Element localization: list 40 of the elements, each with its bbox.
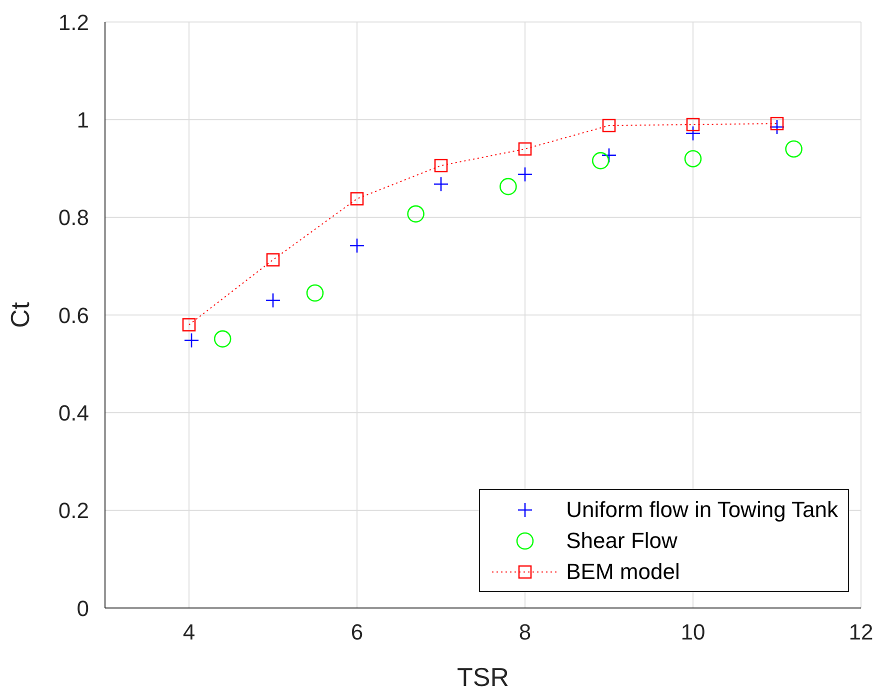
y-tick-label: 1 xyxy=(76,107,89,132)
y-tick-label: 1.2 xyxy=(58,10,89,35)
point xyxy=(684,150,702,168)
point xyxy=(433,176,449,192)
point xyxy=(184,332,200,348)
point xyxy=(518,142,532,156)
x-axis-title: TSR xyxy=(457,662,509,692)
point xyxy=(686,118,700,132)
point xyxy=(434,158,448,172)
point xyxy=(350,192,364,206)
point xyxy=(349,238,365,254)
x-tick-label: 8 xyxy=(518,620,532,645)
point xyxy=(266,253,280,266)
x-tick-label: 6 xyxy=(350,620,364,645)
y-tick-label: 0.4 xyxy=(58,400,89,426)
point xyxy=(601,148,617,163)
legend-label: Uniform flow in Towing Tank xyxy=(566,496,838,522)
point xyxy=(407,205,424,223)
point xyxy=(182,318,196,332)
y-tick-label: 0.6 xyxy=(58,302,89,328)
point xyxy=(685,126,701,141)
point xyxy=(592,152,610,170)
point xyxy=(517,166,533,182)
legend-label: BEM model xyxy=(566,558,680,584)
point xyxy=(770,116,784,130)
y-tick-label: 0.8 xyxy=(58,205,89,230)
point xyxy=(265,292,281,308)
point xyxy=(769,119,785,135)
point xyxy=(602,118,616,132)
point xyxy=(500,178,517,196)
x-tick-label: 4 xyxy=(182,620,196,645)
point xyxy=(214,330,232,348)
point xyxy=(785,140,802,158)
y-axis-title: Ct xyxy=(5,301,36,328)
legend-label: Shear Flow xyxy=(566,528,678,554)
y-tick-label: 0.2 xyxy=(58,498,89,524)
x-tick-label: 10 xyxy=(680,620,706,645)
x-tick-label: 12 xyxy=(848,620,874,645)
y-tick-label: 0 xyxy=(76,596,89,621)
point xyxy=(306,284,324,302)
